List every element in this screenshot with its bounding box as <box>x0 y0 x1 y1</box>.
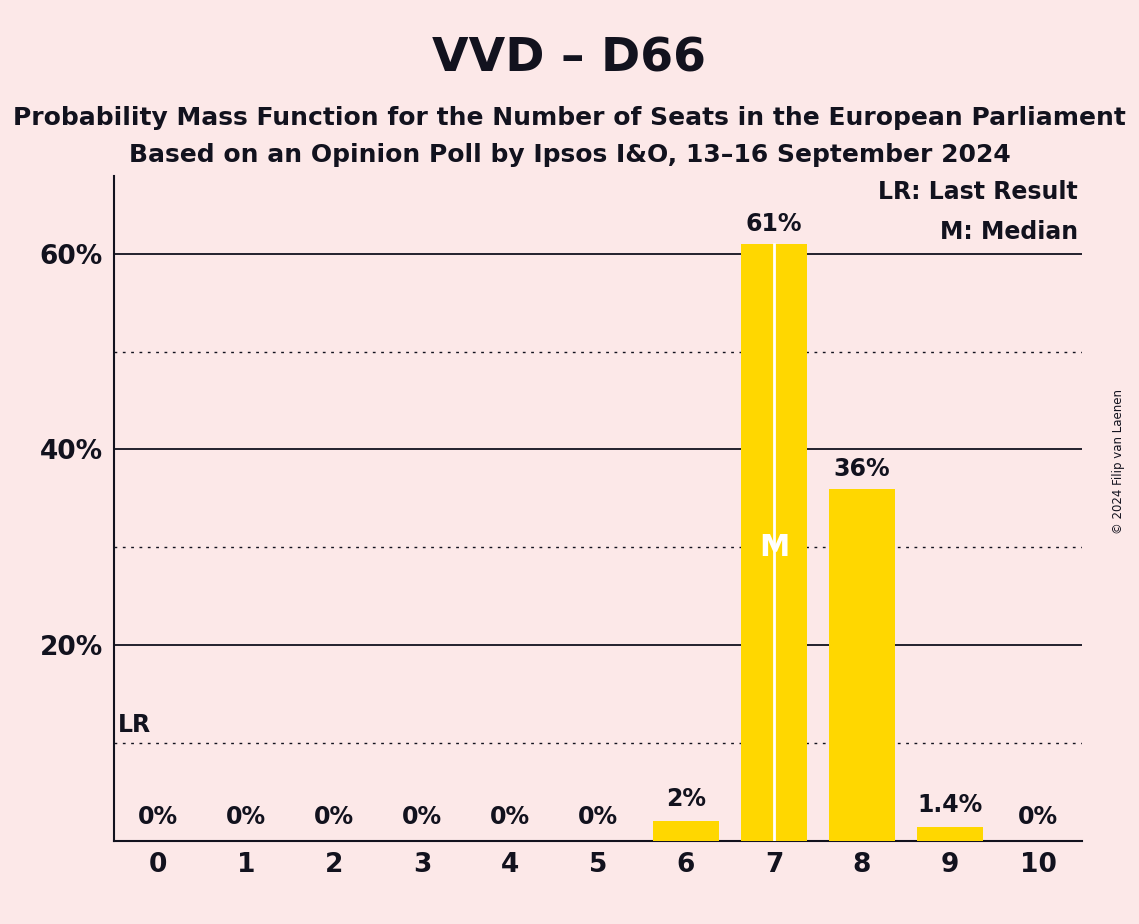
Text: Probability Mass Function for the Number of Seats in the European Parliament: Probability Mass Function for the Number… <box>13 106 1126 130</box>
Text: 36%: 36% <box>834 456 891 480</box>
Bar <box>741 244 808 841</box>
Text: VVD – D66: VVD – D66 <box>433 37 706 82</box>
Text: 0%: 0% <box>577 805 618 829</box>
Text: 61%: 61% <box>746 213 802 237</box>
Text: 1.4%: 1.4% <box>917 794 983 818</box>
Text: 0%: 0% <box>226 805 267 829</box>
Text: 0%: 0% <box>1018 805 1058 829</box>
Text: 2%: 2% <box>666 787 706 811</box>
Bar <box>829 489 895 841</box>
Text: 0%: 0% <box>138 805 178 829</box>
Text: 0%: 0% <box>490 805 530 829</box>
Text: M: M <box>759 533 789 562</box>
Text: M: Median: M: Median <box>940 220 1077 244</box>
Text: LR: Last Result: LR: Last Result <box>878 180 1077 204</box>
Text: Based on an Opinion Poll by Ipsos I&O, 13–16 September 2024: Based on an Opinion Poll by Ipsos I&O, 1… <box>129 143 1010 167</box>
Text: © 2024 Filip van Laenen: © 2024 Filip van Laenen <box>1112 390 1125 534</box>
Text: LR: LR <box>118 713 151 737</box>
Text: 0%: 0% <box>402 805 442 829</box>
Text: 0%: 0% <box>314 805 354 829</box>
Bar <box>653 821 719 841</box>
Bar <box>917 827 983 841</box>
